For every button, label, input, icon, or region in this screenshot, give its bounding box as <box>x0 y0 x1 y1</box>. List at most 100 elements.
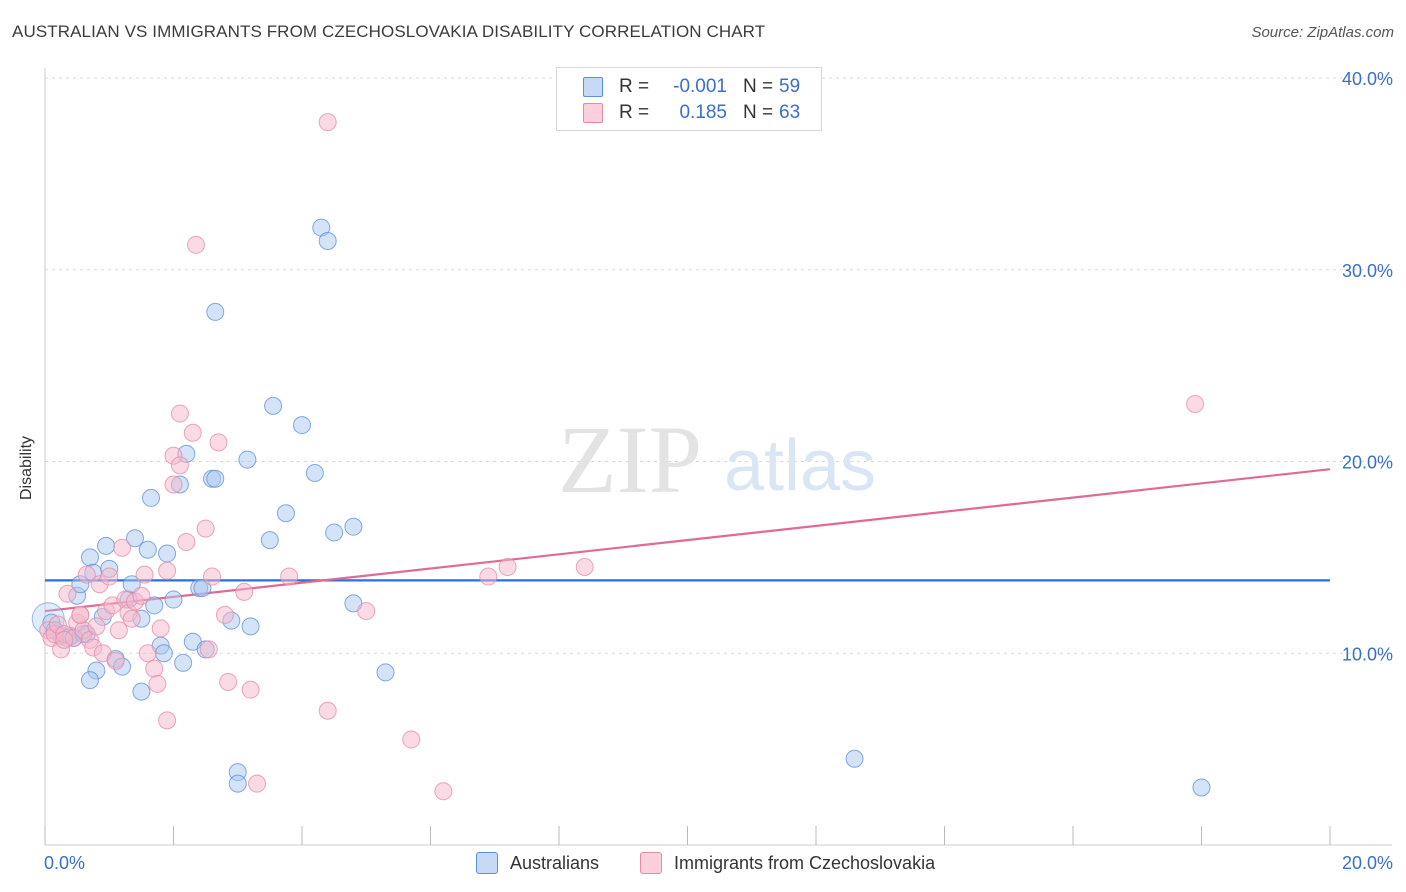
y-tick-label: 10.0% <box>1342 644 1393 664</box>
immigrants-point <box>357 602 376 621</box>
correlation-legend: R = -0.001 N = 59 R = 0.185 N = 63 <box>556 67 822 131</box>
australians-point <box>260 531 279 550</box>
immigrants-point <box>158 711 177 730</box>
australians-point <box>158 544 177 563</box>
immigrants-point <box>203 567 222 586</box>
immigrants-point <box>434 782 453 801</box>
australians-point <box>206 469 225 488</box>
series-legend-australians[interactable]: Australians <box>476 852 599 874</box>
australians-point <box>122 575 141 594</box>
australians-point <box>138 540 157 559</box>
source-label: Source: ZipAtlas.com <box>1251 24 1394 41</box>
legend-r-label: R = <box>619 76 650 97</box>
australians-point <box>125 529 144 548</box>
series-swatch-pink <box>640 852 662 874</box>
immigrants-point <box>87 617 106 636</box>
immigrants-point <box>58 584 77 603</box>
australians-point <box>318 231 337 250</box>
immigrants-point <box>151 619 170 638</box>
australians-point <box>142 488 161 507</box>
immigrants-point <box>170 404 189 423</box>
series-name: Australians <box>510 852 600 873</box>
immigrants-point <box>235 582 254 601</box>
immigrants-point <box>248 774 267 793</box>
y-tick-label: 20.0% <box>1342 453 1393 473</box>
series-swatch-blue <box>476 852 498 874</box>
immigrants-point <box>183 423 202 442</box>
watermark: ZIP atlas <box>558 406 876 513</box>
australians-point <box>97 536 116 555</box>
australians-point <box>193 579 212 598</box>
chart-title: AUSTRALIAN VS IMMIGRANTS FROM CZECHOSLOV… <box>12 22 766 41</box>
australians-point <box>174 653 193 672</box>
legend-n-value: 63 <box>779 102 801 123</box>
australians-point <box>276 504 295 523</box>
series-legend-immigrants[interactable]: Immigrants from Czechoslovakia <box>640 852 935 874</box>
immigrants-point <box>186 235 205 254</box>
immigrants-point <box>145 659 164 678</box>
immigrants-point <box>209 433 228 452</box>
legend-r-value: 0.185 <box>679 102 727 123</box>
y-tick-label: 30.0% <box>1342 261 1393 281</box>
australians-point <box>305 464 324 483</box>
legend-row-australians: R = -0.001 N = 59 <box>583 75 800 99</box>
immigrants-point <box>122 609 141 628</box>
immigrants-point <box>77 565 96 584</box>
legend-swatch-blue <box>583 77 603 97</box>
immigrants-point <box>113 538 132 557</box>
australians-point <box>238 450 257 469</box>
immigrants-point <box>135 565 154 584</box>
immigrants-point <box>479 567 498 586</box>
legend-r-label: R = <box>619 102 650 123</box>
australians-point <box>206 302 225 321</box>
series-name: Immigrants from Czechoslovakia <box>674 852 936 873</box>
immigrants-point <box>148 674 167 693</box>
immigrants-point <box>241 680 260 699</box>
axes <box>44 68 1392 846</box>
y-axis-label: Disability <box>18 435 35 500</box>
australians-point <box>1192 778 1211 797</box>
australians-point <box>80 548 99 567</box>
immigrants-point <box>132 586 151 605</box>
immigrants-point <box>196 519 215 538</box>
legend-row-immigrants: R = 0.185 N = 63 <box>583 101 800 125</box>
watermark-atlas: atlas <box>724 426 876 506</box>
immigrants-point <box>158 561 177 580</box>
gridlines <box>45 77 1392 654</box>
australians-point <box>845 749 864 768</box>
legend-swatch-pink <box>583 103 603 123</box>
immigrants-point <box>199 640 218 659</box>
australians-point <box>145 596 164 615</box>
legend-r-value: -0.001 <box>673 76 727 97</box>
immigrants-point <box>170 456 189 475</box>
immigrants-point <box>55 630 74 649</box>
tick-labels: 10.0% 20.0% 30.0% 40.0% 0.0% 20.0% <box>44 69 1393 873</box>
immigrants-point <box>177 533 196 552</box>
immigrants-point <box>219 673 238 692</box>
australians-point <box>376 663 395 682</box>
immigrants-point <box>138 644 157 663</box>
immigrants-point <box>1186 394 1205 413</box>
legend-n-label: N = <box>743 102 774 123</box>
trend-lines <box>44 468 1331 613</box>
australians-point <box>264 396 283 415</box>
immigrants-point <box>575 557 594 576</box>
immigrants-point <box>498 557 517 576</box>
immigrants-point <box>109 621 128 640</box>
australians-point <box>132 682 151 701</box>
australians-point <box>241 617 260 636</box>
immigrants-point <box>100 567 119 586</box>
immigrants-point <box>318 113 337 132</box>
australians-point <box>228 774 247 793</box>
legend-n-value: 59 <box>779 76 801 97</box>
watermark-zip: ZIP <box>558 406 702 513</box>
australians-point <box>344 517 363 536</box>
immigrants-point <box>318 701 337 720</box>
data-points <box>31 113 1211 801</box>
immigrants-point <box>71 605 90 624</box>
y-tick-label: 40.0% <box>1342 69 1393 89</box>
immigrants-point <box>280 567 299 586</box>
immigrants-point <box>164 475 183 494</box>
immigrants-point <box>402 730 421 749</box>
